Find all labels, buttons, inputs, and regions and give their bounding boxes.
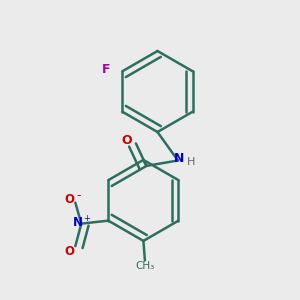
Text: N: N [174, 152, 184, 166]
Text: H: H [187, 157, 196, 167]
Text: -: - [76, 189, 81, 202]
Text: CH₃: CH₃ [135, 261, 154, 271]
Text: +: + [83, 214, 90, 223]
Text: O: O [121, 134, 132, 147]
Text: O: O [64, 193, 74, 206]
Text: O: O [64, 245, 74, 258]
Text: F: F [102, 63, 110, 76]
Text: N: N [73, 216, 83, 229]
